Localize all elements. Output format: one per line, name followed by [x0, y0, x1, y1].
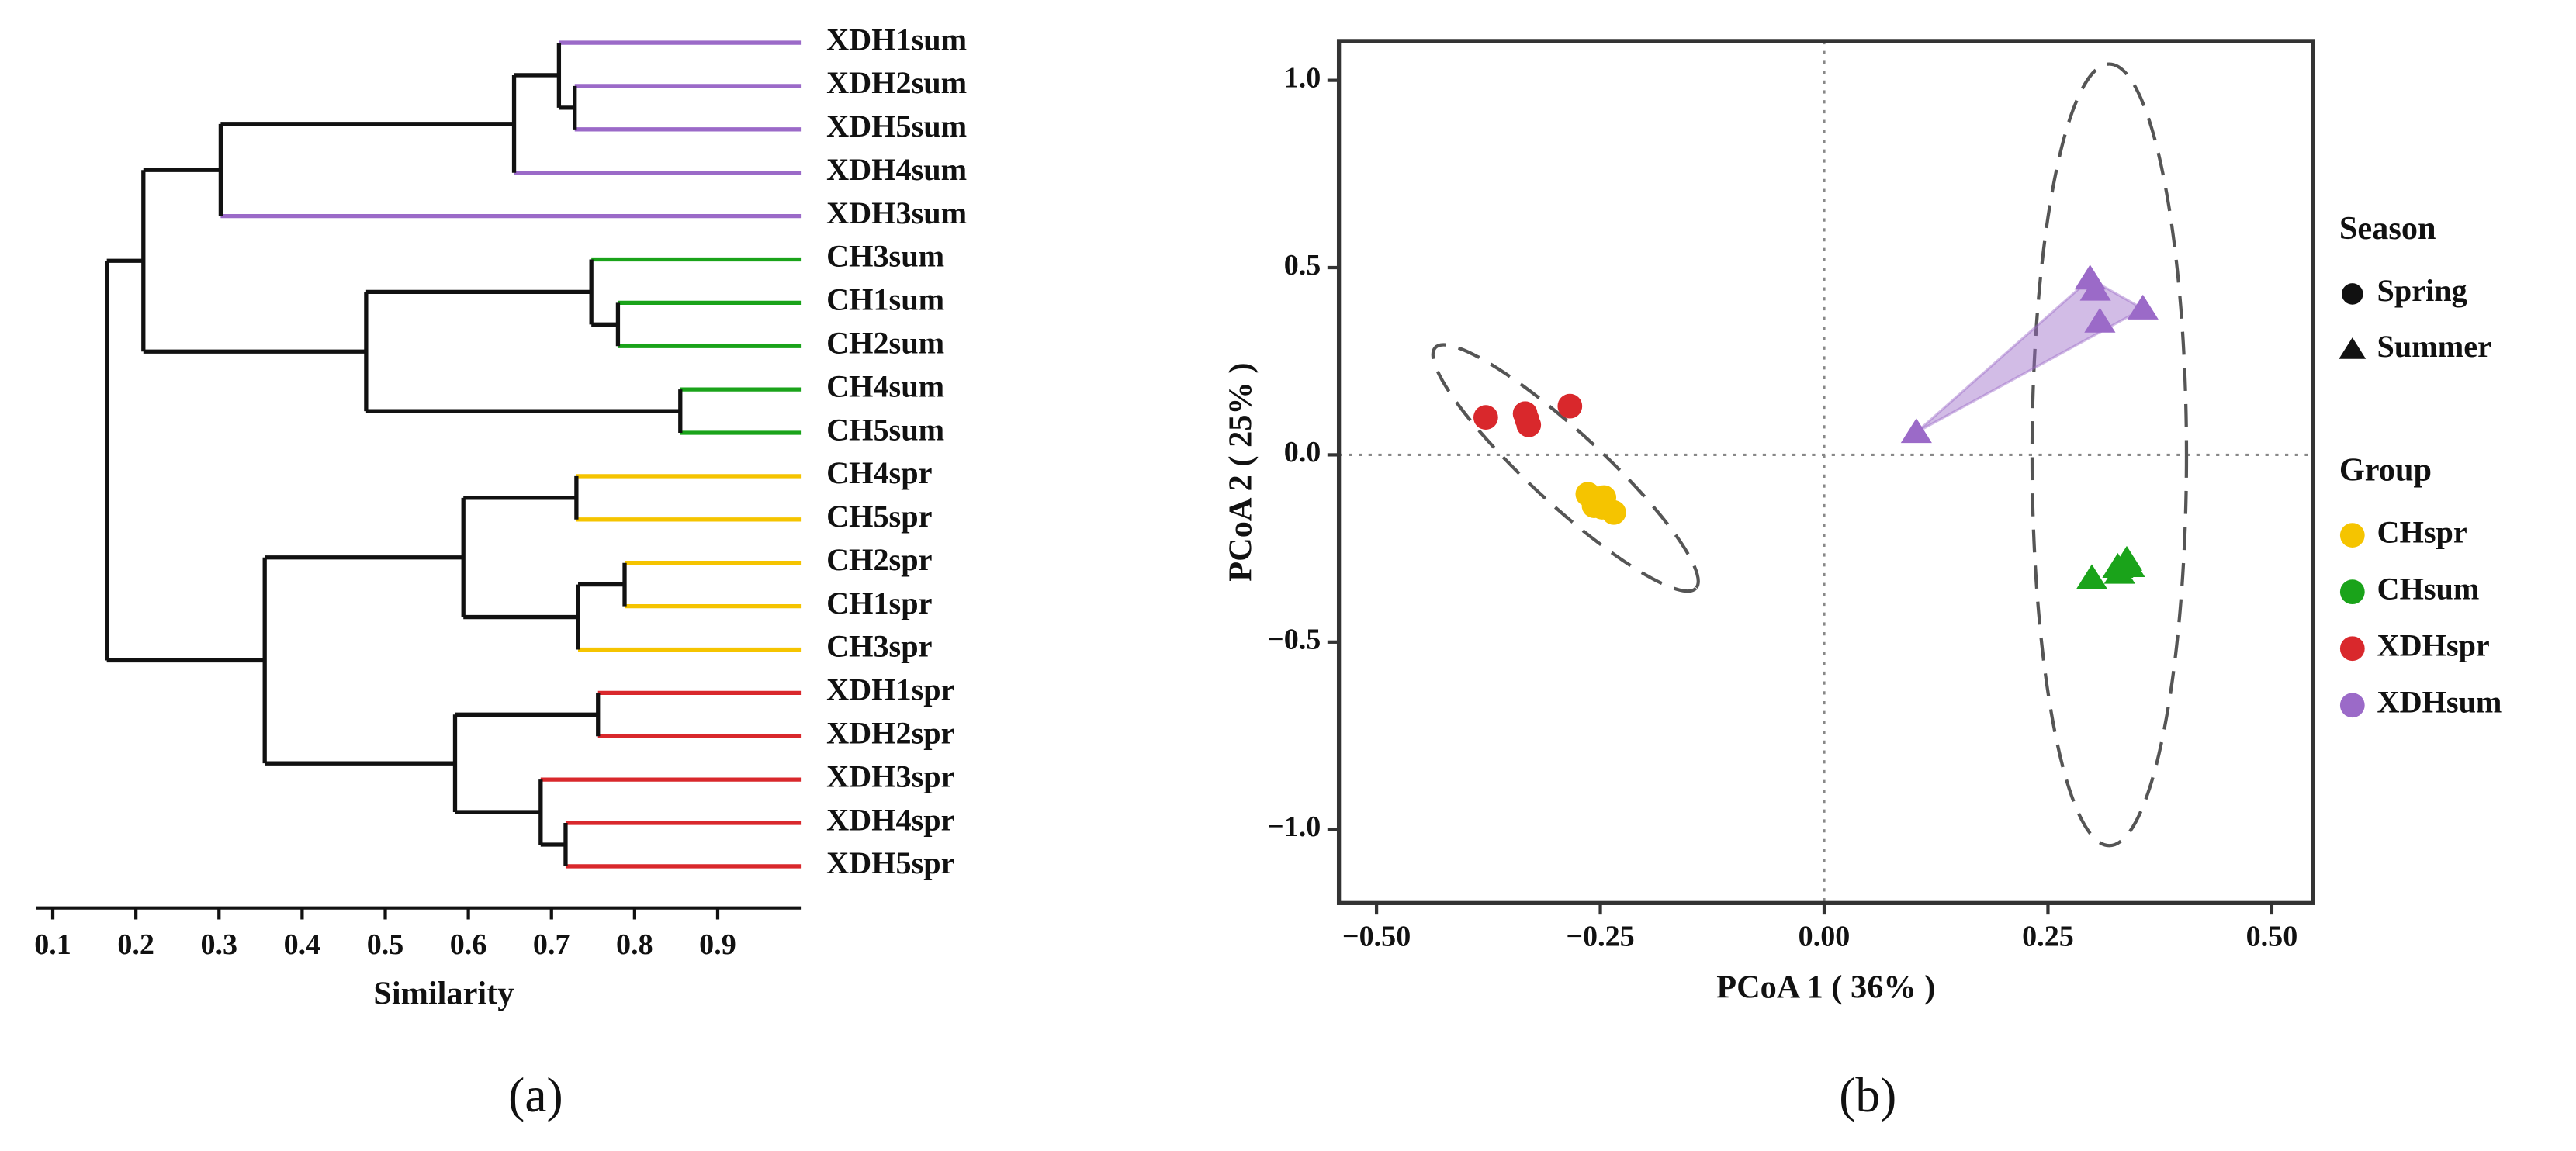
leaf-label: XDH3spr: [826, 759, 954, 793]
x-tick-label: 0.1: [34, 928, 71, 961]
x-axis-title: PCoA 1 ( 36% ): [1716, 969, 1935, 1005]
x-tick-label: 0.9: [699, 928, 736, 961]
leaf-label: XDH1sum: [826, 22, 967, 57]
point: [1900, 418, 1932, 444]
legend-label: Summer: [2377, 329, 2491, 364]
legend-marker: [2339, 337, 2367, 359]
leaf-label: CH1spr: [826, 586, 932, 620]
leaf-label: XDH3sum: [826, 195, 967, 230]
x-tick-label: 0.3: [200, 928, 237, 961]
point: [2079, 275, 2111, 301]
plot: [1338, 40, 2313, 904]
point: [1557, 393, 1583, 419]
point: [2076, 564, 2108, 589]
leaf-label: CH2spr: [826, 542, 932, 577]
leaf-label: XDH5sum: [826, 109, 967, 143]
x-tick-label: 0.50: [2246, 921, 2298, 953]
legend-label: Spring: [2377, 273, 2467, 308]
y-tick-label: −1.0: [1267, 811, 1321, 843]
leaf-label: XDH5spr: [826, 845, 954, 880]
panel-label: (a): [508, 1067, 563, 1122]
summer-ellipse: [2030, 62, 2189, 848]
confidence-ellipses: [1431, 62, 2189, 848]
y-axis-title: PCoA 2 ( 25% ): [1223, 363, 1259, 582]
legend-label: XDHspr: [2377, 627, 2490, 662]
leaf-label: XDH1spr: [826, 672, 954, 707]
point: [1581, 493, 1607, 518]
x-tick-label: −0.50: [1342, 921, 1411, 953]
x-tick-label: 0.6: [450, 928, 487, 961]
legend-marker: [2342, 283, 2363, 305]
legend-label: CHspr: [2377, 514, 2467, 549]
point: [2127, 294, 2159, 320]
legend-marker: [2339, 636, 2365, 662]
leaf-label: CH3sum: [826, 239, 944, 274]
panel-label: (b): [1839, 1067, 1896, 1122]
x-tick-label: 0.7: [533, 928, 570, 961]
leaf-label: CH1sum: [826, 282, 944, 317]
x-tick-label: 0.2: [117, 928, 154, 961]
spring-ellipse: [1431, 343, 1700, 593]
legend-marker: [2339, 693, 2365, 718]
x-tick-label: 0.25: [2022, 921, 2074, 953]
legend-marker: [2339, 579, 2365, 605]
legend-label: XDHsum: [2377, 684, 2502, 719]
legend-marker: [2339, 523, 2365, 548]
x-tick-label: 0.00: [1799, 921, 1851, 953]
y-tick-label: −0.5: [1267, 624, 1321, 656]
x-tick-label: 0.8: [616, 928, 653, 961]
legend-label: CHsum: [2377, 571, 2480, 606]
leaf-label: CH5sum: [826, 412, 944, 447]
x-tick-label: 0.4: [284, 928, 321, 961]
point: [1473, 405, 1498, 430]
leaf-label: CH3spr: [826, 629, 932, 664]
leaf-label: XDH4sum: [826, 152, 967, 187]
y-tick-label: 0.5: [1284, 249, 1321, 282]
legend-title: Season: [2339, 210, 2436, 247]
legend-title: Group: [2339, 451, 2432, 488]
point: [1515, 406, 1539, 432]
leaf-label: CH2sum: [826, 325, 944, 360]
point: [2084, 307, 2116, 333]
leaf-label: CH5spr: [826, 499, 932, 534]
leaf-label: CH4spr: [826, 455, 932, 490]
x-tick-label: −0.25: [1566, 921, 1634, 953]
point: [2102, 553, 2134, 578]
point: [1601, 499, 1626, 525]
x-axis-title: Similarity: [373, 976, 514, 1012]
y-tick-label: 1.0: [1284, 61, 1321, 94]
x-tick-label: 0.5: [367, 928, 404, 961]
plot-frame: [1336, 39, 2315, 905]
leaf-label: XDH4spr: [826, 802, 954, 837]
leaf-label: CH4sum: [826, 368, 944, 403]
leaf-label: XDH2sum: [826, 65, 967, 100]
y-tick-label: 0.0: [1284, 436, 1321, 468]
leaf-label: XDH2spr: [826, 715, 954, 750]
group-hull: [1915, 277, 2146, 434]
